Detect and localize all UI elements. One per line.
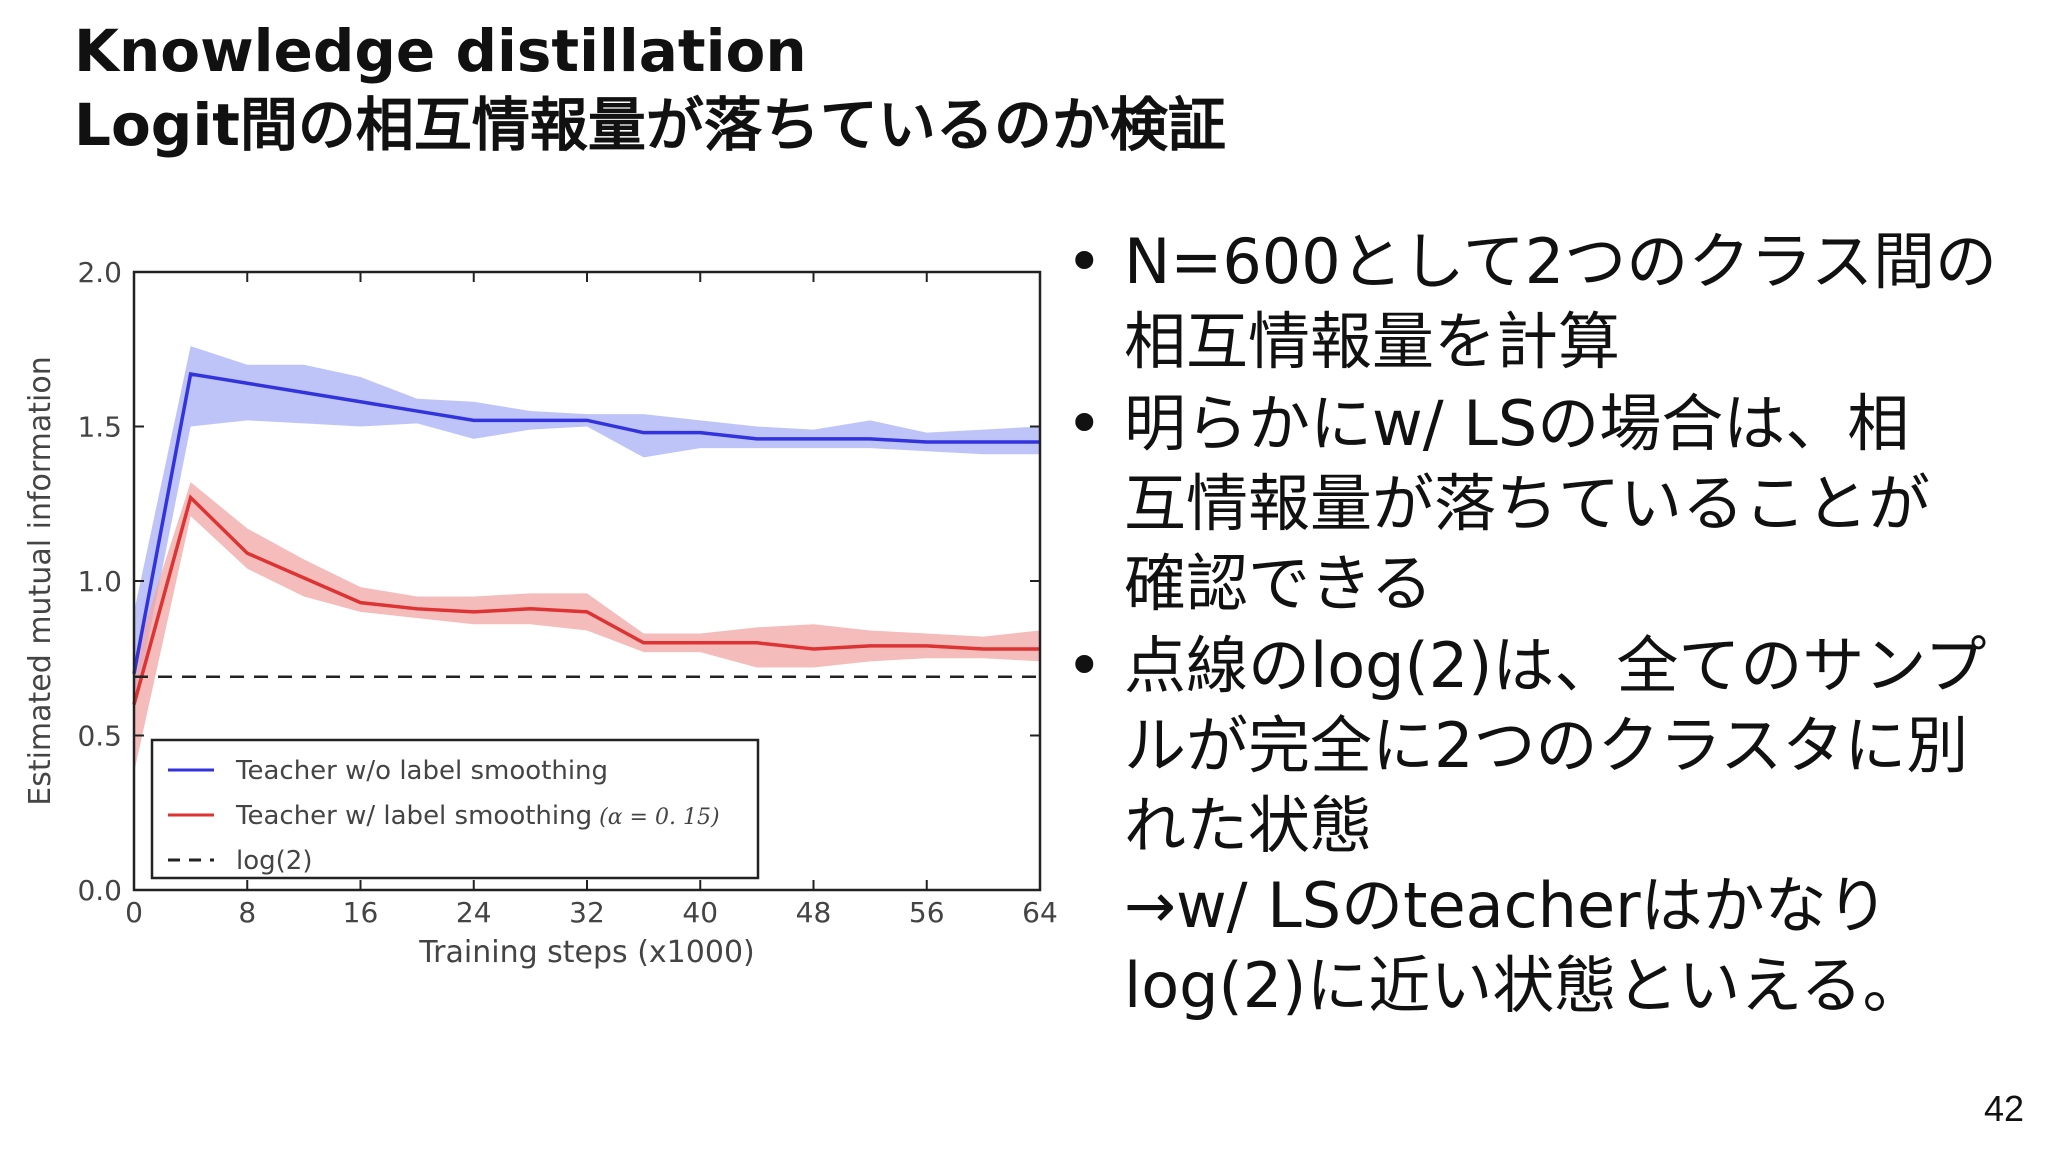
y-tick-label: 1.0	[77, 565, 122, 598]
slide-title: Knowledge distillation Logit間の相互情報量が落ちてい…	[74, 14, 1226, 162]
bullet-line: れた状態	[1124, 789, 1373, 862]
title-line-2: Logit間の相互情報量が落ちているのか検証	[74, 91, 1226, 159]
bullet-list: N=600として2つのクラス間の 相互情報量を計算 明らかにw/ LSの場合は、…	[1060, 222, 2020, 1028]
bullet-line: N=600として2つのクラス間の	[1124, 225, 1998, 298]
bullet-line: 相互情報量を計算	[1124, 305, 1621, 378]
y-tick-label: 2.0	[77, 256, 122, 289]
x-tick-label: 0	[125, 896, 143, 929]
legend-label: Teacher w/o label smoothing	[235, 756, 608, 786]
bullet-line: 点線のlog(2)は、全てのサンプ	[1124, 629, 1987, 702]
title-line-1: Knowledge distillation	[74, 17, 807, 85]
legend-box	[150, 738, 760, 880]
x-tick-label: 56	[909, 896, 945, 929]
y-tick-label: 0.0	[77, 874, 122, 907]
x-tick-label: 16	[343, 896, 379, 929]
bullet-item: 明らかにw/ LSの場合は、相 互情報量が落ちていることが 確認できる	[1060, 384, 2020, 624]
bullet-line: →w/ LSのteacherはかなり	[1124, 869, 1889, 942]
bullet-line: 確認できる	[1124, 547, 1433, 620]
x-tick-label: 40	[682, 896, 718, 929]
bullet-item: 点線のlog(2)は、全てのサンプ ルが完全に2つのクラスタに別 れた状態 →w…	[1060, 626, 2020, 1026]
mutual-information-chart: 0 8 16 24 32 40 48 56 64 0.0 0.5 1.0 1.5 2.0 Training …	[23, 256, 1058, 970]
series-1-confidence-band	[134, 482, 1040, 773]
y-tick-label: 1.5	[77, 411, 122, 444]
chart-panel: 0 8 16 24 32 40 48 56 64 0.0 0.5 1.0 1.5 2.0 Training …	[20, 236, 1060, 976]
bullet-line: 明らかにw/ LSの場合は、相	[1124, 387, 1910, 460]
bullet-line: 互情報量が落ちていることが	[1124, 467, 1931, 540]
legend-label: Teacher w/ label smoothing (α = 0. 15)	[235, 801, 720, 831]
bullet-line: log(2)に近い状態といえる。	[1124, 949, 1925, 1022]
x-tick-label: 8	[238, 896, 256, 929]
legend-label: log(2)	[236, 846, 312, 876]
bullet-line: ルが完全に2つのクラスタに別	[1124, 709, 1969, 782]
x-tick-label: 32	[569, 896, 605, 929]
page-number: 42	[1983, 1088, 2024, 1129]
bullet-item: N=600として2つのクラス間の 相互情報量を計算	[1060, 222, 2020, 382]
y-tick-label: 0.5	[77, 720, 122, 753]
x-tick-label: 24	[456, 896, 492, 929]
y-axis-label: Estimated mutual information	[23, 356, 58, 806]
x-tick-label: 64	[1022, 896, 1058, 929]
x-tick-label: 48	[796, 896, 832, 929]
x-axis-label: Training steps (x1000)	[418, 935, 754, 970]
